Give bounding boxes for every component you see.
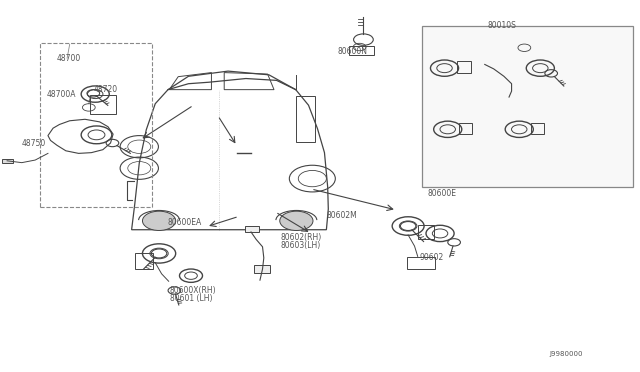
Text: 80602(RH): 80602(RH) (280, 232, 322, 242)
Bar (531, 124, 543, 134)
Text: 80600EA: 80600EA (168, 218, 202, 227)
Circle shape (143, 211, 175, 231)
Bar (245, 226, 259, 232)
Bar (40, 42, 152, 208)
Bar (135, 253, 153, 269)
Bar (407, 257, 435, 269)
Text: 80603(LH): 80603(LH) (280, 241, 321, 250)
Bar (90, 95, 116, 114)
Text: 80600X(RH): 80600X(RH) (170, 286, 216, 295)
Text: 48700: 48700 (57, 54, 81, 62)
Bar (419, 225, 434, 239)
Circle shape (280, 211, 313, 231)
Bar (349, 46, 374, 55)
Bar (460, 124, 472, 134)
Text: J9980000: J9980000 (550, 350, 584, 356)
Text: 48700A: 48700A (47, 90, 76, 99)
Bar (253, 264, 270, 273)
Bar (422, 26, 633, 187)
Text: 48720: 48720 (93, 85, 117, 94)
Text: 80602M: 80602M (326, 211, 357, 220)
Bar (458, 61, 471, 73)
Text: 80600E: 80600E (428, 189, 456, 198)
Text: 48750: 48750 (22, 139, 46, 148)
Text: 80600N: 80600N (338, 47, 368, 56)
Bar (2, 158, 13, 163)
Text: 90602: 90602 (420, 253, 444, 262)
Text: 80601 (LH): 80601 (LH) (170, 294, 212, 303)
Text: 80010S: 80010S (487, 21, 516, 30)
